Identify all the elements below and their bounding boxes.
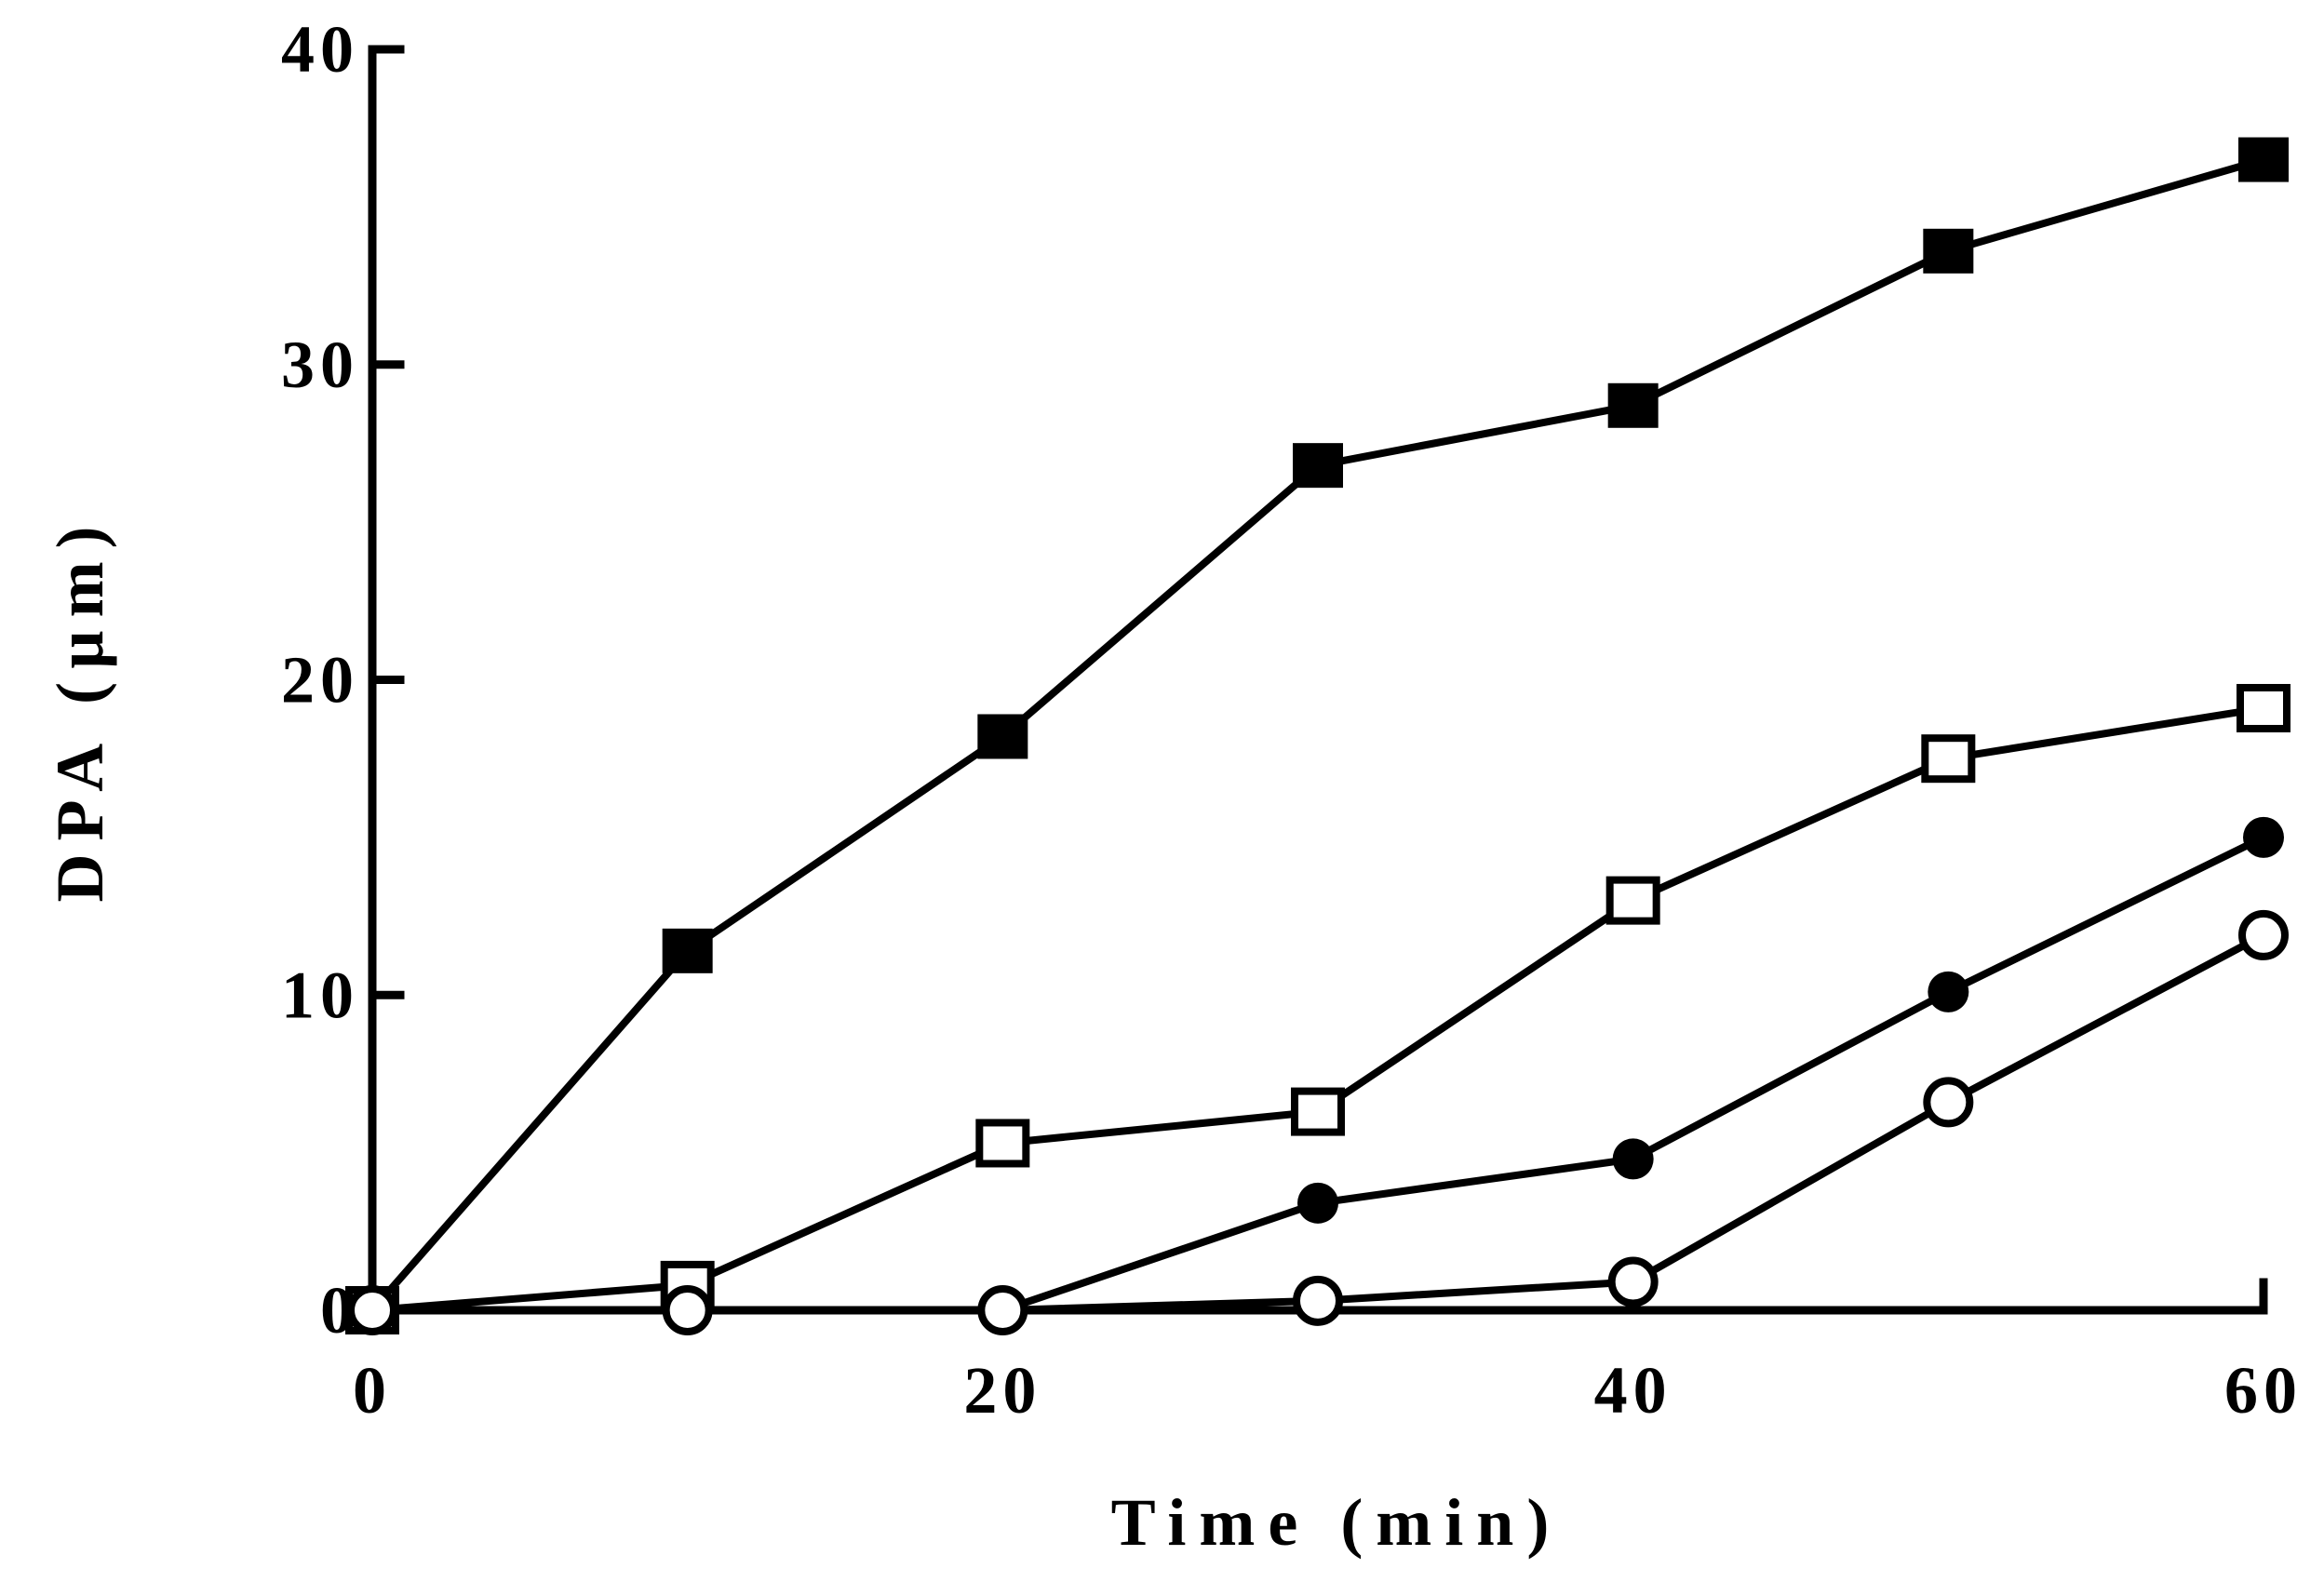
data-point-filled-square	[2238, 137, 2289, 182]
data-point-open-square	[2237, 683, 2290, 732]
x-tick-label: 60	[2224, 1353, 2303, 1428]
data-point-open-circle	[1923, 1077, 1974, 1128]
data-point-open-square	[1291, 1087, 1345, 1136]
y-tick-label: 30	[281, 328, 359, 402]
x-tick-label: 20	[963, 1353, 1041, 1428]
y-axis-title: DPA (µm)	[43, 513, 117, 902]
data-point-filled-circle	[2243, 816, 2284, 858]
data-point-filled-square	[977, 714, 1028, 759]
x-tick-label: 0	[353, 1353, 392, 1428]
series-layer	[345, 137, 2290, 1335]
data-point-open-square	[1605, 876, 1660, 925]
data-point-open-square	[975, 1119, 1030, 1168]
x-ticks: 0 20 40 60	[353, 1353, 2303, 1428]
data-point-filled-circle	[1297, 1182, 1338, 1224]
data-point-filled-circle	[1928, 971, 1969, 1012]
data-point-filled-square	[1923, 228, 1974, 274]
y-tick-label: 10	[281, 958, 359, 1032]
data-point-filled-square	[662, 928, 713, 973]
y-tick-label: 40	[281, 12, 359, 87]
data-point-open-circle	[977, 1285, 1028, 1335]
x-axis-title: Time (min)	[1111, 1485, 1563, 1560]
data-point-filled-square	[1607, 382, 1659, 428]
data-point-open-circle	[1293, 1275, 1343, 1326]
series-filled-square	[347, 137, 2289, 1333]
data-point-filled-circle	[1612, 1138, 1654, 1180]
data-point-open-square	[1921, 734, 1976, 784]
y-tick-label: 20	[281, 643, 359, 717]
data-point-open-circle	[2238, 909, 2289, 960]
data-point-open-circle	[662, 1285, 713, 1335]
series-line-filled-square	[369, 155, 2265, 1313]
data-point-open-circle	[347, 1285, 397, 1335]
series-line-filled-circle	[372, 834, 2265, 1314]
x-tick-label: 40	[1594, 1353, 1672, 1428]
data-point-open-circle	[1607, 1256, 1659, 1307]
data-point-filled-square	[1293, 443, 1343, 489]
series-open-circle	[347, 909, 2289, 1335]
